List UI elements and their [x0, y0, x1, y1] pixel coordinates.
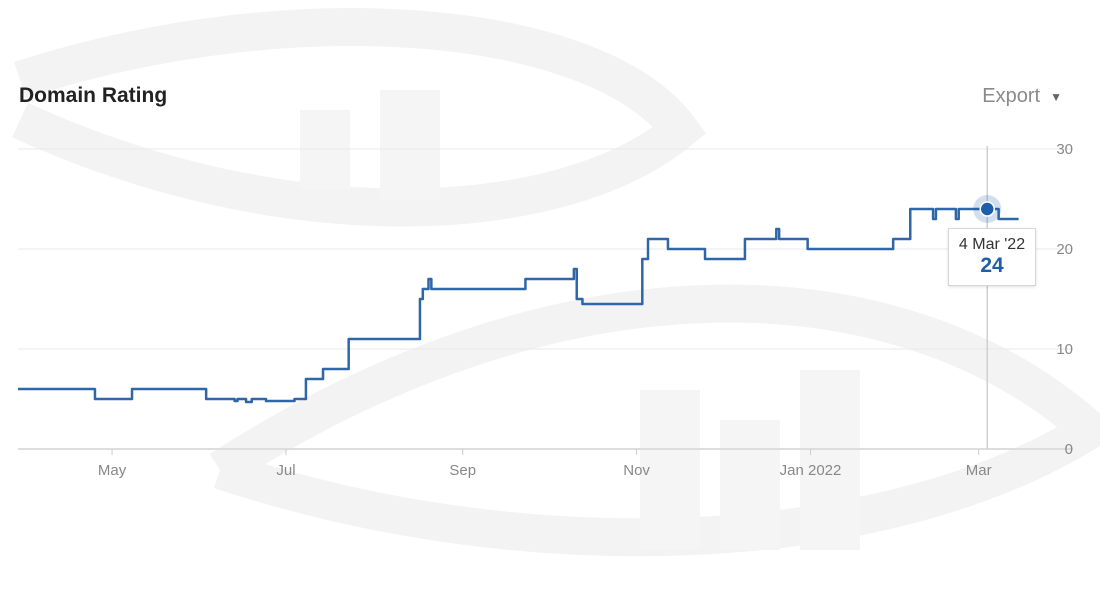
x-tick-label: Mar	[966, 462, 992, 479]
x-tick-label: Jul	[276, 462, 295, 479]
x-tick-label: Sep	[449, 462, 476, 479]
y-tick-label: 10	[1056, 341, 1073, 358]
x-tick-label: May	[98, 462, 127, 479]
x-tick-label: Nov	[623, 462, 650, 479]
chart-title: Domain Rating	[19, 84, 168, 107]
export-label: Export	[982, 85, 1041, 107]
chart-tooltip: 4 Mar '22 24	[948, 228, 1036, 286]
y-tick-label: 0	[1065, 441, 1073, 458]
tooltip-date: 4 Mar '22	[958, 236, 1026, 253]
highlight-point	[979, 201, 995, 217]
x-tick-label: Jan 2022	[780, 462, 842, 479]
y-tick-label: 30	[1056, 141, 1073, 158]
y-tick-label: 20	[1056, 241, 1073, 258]
caret-down-icon: ▼	[1050, 89, 1062, 104]
tooltip-value: 24	[980, 254, 1004, 277]
series-line	[18, 207, 1019, 404]
export-button[interactable]: Export ▼	[982, 85, 1062, 108]
